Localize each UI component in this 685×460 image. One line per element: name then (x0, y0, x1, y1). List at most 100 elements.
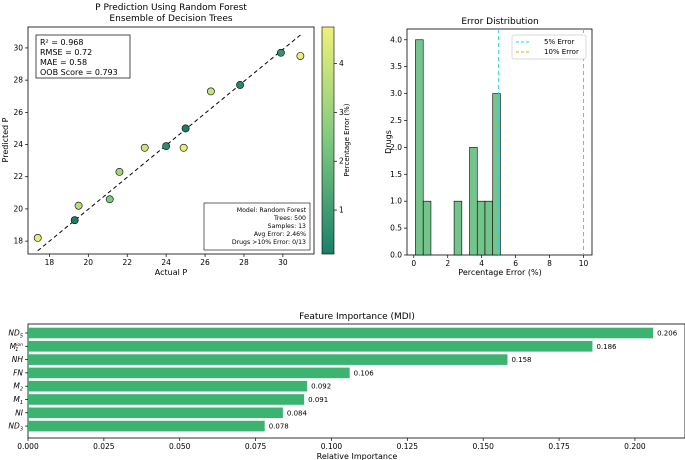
category-subscript: 2 (20, 387, 23, 393)
histogram-y-tick-label: 1.5 (390, 170, 402, 179)
metric-oob: OOB Score = 0.793 (40, 68, 118, 77)
feature-importance-x-tick-label: 0.150 (472, 442, 494, 451)
feature-importance-bar (28, 367, 350, 379)
model-info-trees: Trees: 500 (273, 215, 306, 222)
histogram-x-tick-label: 0 (411, 259, 416, 268)
histogram-y-tick-label: 2.5 (390, 116, 402, 125)
scatter-point (162, 142, 171, 151)
scatter-y-label: Predicted P (1, 117, 10, 162)
histogram-bar (476, 200, 486, 256)
histogram-y-tick-label: 0.0 (390, 251, 402, 260)
colorbar-tick-label: 4 (339, 59, 344, 68)
legend-10pct-label: 10% Error (544, 48, 579, 56)
feature-importance-x-tick-label: 0.075 (245, 442, 267, 451)
histogram-x-ticks: 0 2 4 6 8 10 (411, 255, 589, 268)
scatter-point (206, 87, 215, 96)
scatter-point (179, 143, 188, 152)
scatter-x-label: Actual P (155, 268, 188, 277)
model-info-drugs-error: Drugs >10% Error: 0/13 (232, 239, 306, 246)
scatter-point (70, 216, 79, 225)
histogram-y-tick-label: 2.0 (390, 143, 402, 152)
feature-importance-value-label: 0.092 (311, 383, 331, 391)
histogram-y-tick-label: 1.0 (390, 197, 402, 206)
histogram-bar (422, 200, 432, 256)
feature-importance-bar (28, 341, 593, 352)
feature-importance-x-tick-label: 0.200 (624, 442, 646, 451)
histogram-legend (511, 34, 587, 60)
scatter-x-tick-label: 28 (239, 258, 249, 267)
feature-importance-title: Feature Importance (MDI) (299, 312, 415, 322)
histogram-x-tick-label: 8 (547, 259, 552, 268)
category-base: M (13, 382, 20, 391)
histogram-y-ticks: 0.0 0.5 1.0 1.5 2.0 2.5 3.0 3.5 4.0 (390, 35, 407, 260)
feature-importance-category-label: NI (15, 408, 24, 417)
scatter-points (33, 48, 305, 242)
category-base: FN (13, 368, 23, 377)
feature-importance-x-label: Relative Importance (317, 452, 398, 460)
feature-importance-x-tick-label: 0.025 (93, 442, 115, 451)
scatter-y-tick-label: 30 (13, 43, 23, 52)
feature-importance-category-label: ND3 (8, 422, 23, 433)
scatter-x-tick-label: 20 (84, 258, 94, 267)
feature-importance-value-label: 0.084 (287, 409, 308, 417)
scatter-x-tick-label: 26 (200, 258, 210, 267)
feature-importance-x-tick-label: 0.175 (548, 442, 570, 451)
histogram-x-tick-label: 4 (479, 259, 484, 268)
feature-importance-value-label: 0.206 (657, 330, 678, 338)
scatter-y-tick-label: 24 (13, 140, 23, 149)
histogram-x-tick-label: 10 (579, 259, 589, 268)
colorbar-tick-label: 3 (339, 108, 344, 117)
scatter-axes-frame (27, 26, 315, 255)
scatter-point (115, 167, 124, 176)
metric-rmse: RMSE = 0.72 (40, 48, 92, 57)
feature-importance-x-tick-label: 0.125 (397, 442, 419, 451)
histogram-y-label: Drugs (384, 130, 393, 154)
feature-importance-category-label: M2 (13, 382, 23, 393)
scatter-y-tick-label: 18 (13, 237, 23, 246)
category-base: ND (8, 422, 20, 431)
category-base: ND (8, 329, 20, 338)
scatter-trend-line (37, 33, 303, 252)
scatter-title-line2: Ensemble of Decision Trees (109, 14, 232, 24)
scatter-point (74, 201, 83, 210)
feature-importance-category-label: Mion 1 (10, 342, 23, 353)
scatter-point (105, 195, 114, 204)
scatter-point (181, 124, 190, 133)
scatter-y-tick-label: 26 (13, 108, 23, 117)
scatter-x-ticks: 18 20 22 24 26 28 30 (45, 254, 288, 267)
model-info-box (203, 202, 311, 251)
histogram-y-tick-label: 3.0 (390, 89, 402, 98)
feature-importance-bar (28, 407, 283, 419)
scatter-point (140, 143, 149, 152)
feature-importance-value-label: 0.078 (269, 423, 289, 431)
category-base: M (10, 342, 17, 351)
feature-importance-x-tick-label: 0.000 (17, 442, 39, 451)
scatter-x-tick-label: 30 (278, 258, 288, 267)
colorbar-label: Percentage Error (%) (343, 103, 351, 176)
histogram-title: Error Distribution (461, 17, 538, 27)
histogram-bars (415, 39, 501, 256)
histogram-y-tick-label: 3.5 (390, 62, 402, 71)
category-subscript: 3 (20, 427, 23, 433)
feature-importance-panel: Feature Importance (MDI) 0.000 0.025 0.050… (8, 312, 685, 460)
histogram-reference-lines (498, 29, 585, 255)
metrics-box (35, 34, 131, 79)
feature-importance-value-label: 0.106 (354, 369, 375, 377)
scatter-point (33, 234, 42, 242)
legend-5pct-label: 5% Error (544, 38, 575, 46)
feature-importance-value-label: 0.091 (308, 396, 328, 404)
histogram-bar (469, 147, 478, 256)
scatter-y-ticks: 18 20 22 24 26 28 30 (13, 43, 28, 246)
scatter-x-tick-label: 24 (161, 258, 171, 267)
histogram-bar (453, 200, 463, 256)
scatter-point (236, 81, 244, 89)
feature-importance-category-label: ND5 (8, 329, 23, 340)
scatter-y-tick-label: 28 (13, 76, 23, 85)
feature-importance-category-label: FN (13, 368, 23, 377)
colorbar-tick-label: 1 (339, 206, 344, 215)
category-subscript: 1 (15, 347, 18, 353)
colorbar-ticks: 1 2 3 4 (334, 59, 344, 215)
feature-importance-bar (28, 327, 654, 339)
